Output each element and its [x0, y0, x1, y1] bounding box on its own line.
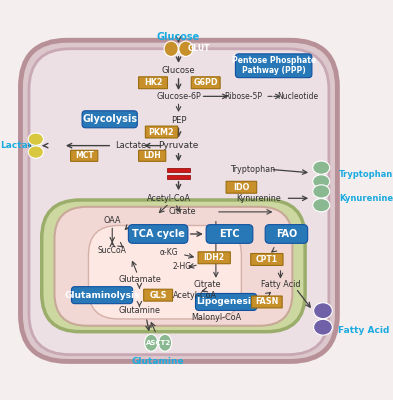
Bar [167, 168, 189, 172]
Text: LDH: LDH [143, 151, 161, 160]
Text: FAO: FAO [276, 229, 297, 239]
Ellipse shape [28, 146, 43, 158]
FancyBboxPatch shape [195, 294, 257, 310]
Ellipse shape [313, 161, 330, 174]
Text: SucCoA: SucCoA [98, 246, 127, 256]
FancyBboxPatch shape [82, 111, 137, 128]
FancyBboxPatch shape [145, 126, 178, 138]
Text: PKM2: PKM2 [149, 128, 174, 136]
Text: Glutamine: Glutamine [132, 357, 184, 366]
FancyBboxPatch shape [129, 225, 188, 243]
Text: Pentose Phosphate
Pathway (PPP): Pentose Phosphate Pathway (PPP) [231, 56, 316, 76]
Text: PEP: PEP [171, 116, 186, 125]
FancyBboxPatch shape [191, 77, 220, 89]
Text: Pyruvate: Pyruvate [158, 141, 199, 150]
Text: Malonyl-CoA: Malonyl-CoA [191, 313, 241, 322]
Text: Glucose-6P: Glucose-6P [156, 92, 201, 101]
Ellipse shape [164, 41, 178, 56]
FancyBboxPatch shape [29, 49, 329, 355]
Text: Glutamate: Glutamate [118, 275, 161, 284]
Text: GLS: GLS [149, 291, 167, 300]
Text: ASCT2: ASCT2 [145, 340, 171, 346]
Text: Glutamine: Glutamine [119, 306, 160, 315]
FancyBboxPatch shape [265, 225, 308, 243]
Text: Glucose: Glucose [157, 32, 200, 42]
Ellipse shape [158, 334, 172, 351]
Text: HK2: HK2 [144, 78, 162, 87]
Text: Glycolysis: Glycolysis [82, 114, 137, 124]
FancyBboxPatch shape [20, 40, 338, 362]
Text: Fatty Acid: Fatty Acid [261, 280, 300, 290]
Text: CPT1: CPT1 [256, 255, 278, 264]
Text: TCA cycle: TCA cycle [132, 229, 185, 239]
Text: Tryptophan: Tryptophan [339, 170, 393, 179]
Text: FASN: FASN [255, 298, 279, 306]
FancyBboxPatch shape [251, 254, 283, 266]
FancyBboxPatch shape [55, 207, 292, 326]
Text: Fatty Acid: Fatty Acid [338, 326, 389, 335]
Text: Lactate: Lactate [115, 141, 147, 150]
Ellipse shape [314, 319, 332, 335]
Text: GLUT: GLUT [187, 44, 210, 53]
Text: Glucose: Glucose [162, 66, 195, 75]
Text: Citrate: Citrate [168, 207, 196, 216]
FancyBboxPatch shape [226, 181, 257, 193]
Ellipse shape [314, 303, 332, 319]
Text: 2-HG: 2-HG [173, 262, 191, 271]
Text: ETC: ETC [219, 229, 240, 239]
Text: MCT: MCT [75, 151, 94, 160]
FancyBboxPatch shape [72, 287, 132, 304]
Text: Kynurenine: Kynurenine [236, 194, 281, 203]
Text: Citrate: Citrate [194, 280, 221, 290]
Text: Nucleotide: Nucleotide [278, 92, 319, 101]
Text: Ribose-5P: Ribose-5P [224, 92, 262, 101]
Text: Acetyl-CoA: Acetyl-CoA [173, 291, 217, 300]
Text: Lactate: Lactate [0, 141, 38, 150]
FancyBboxPatch shape [139, 150, 166, 161]
Text: Acetyl-CoA: Acetyl-CoA [147, 194, 191, 203]
Bar [167, 174, 189, 179]
Text: Kynurenine: Kynurenine [339, 194, 393, 203]
FancyBboxPatch shape [198, 252, 230, 264]
Ellipse shape [179, 41, 193, 56]
Text: G6PD: G6PD [193, 78, 218, 87]
Ellipse shape [313, 175, 330, 188]
FancyBboxPatch shape [206, 225, 253, 243]
Text: Lipogenesis: Lipogenesis [196, 298, 256, 306]
FancyBboxPatch shape [252, 296, 282, 308]
Ellipse shape [313, 198, 330, 212]
FancyBboxPatch shape [139, 77, 167, 89]
FancyBboxPatch shape [42, 200, 305, 332]
Ellipse shape [28, 133, 43, 145]
Text: IDH2: IDH2 [204, 253, 225, 262]
Text: Tryptophan: Tryptophan [230, 165, 275, 174]
FancyBboxPatch shape [144, 289, 173, 301]
FancyBboxPatch shape [71, 150, 98, 161]
Text: IDO: IDO [233, 183, 250, 192]
Text: OAA: OAA [103, 216, 121, 225]
FancyBboxPatch shape [88, 226, 241, 319]
Text: α-KG: α-KG [160, 248, 178, 257]
FancyBboxPatch shape [235, 54, 312, 78]
Ellipse shape [313, 185, 330, 198]
Text: Glutaminolysis: Glutaminolysis [64, 291, 140, 300]
Ellipse shape [145, 334, 158, 351]
